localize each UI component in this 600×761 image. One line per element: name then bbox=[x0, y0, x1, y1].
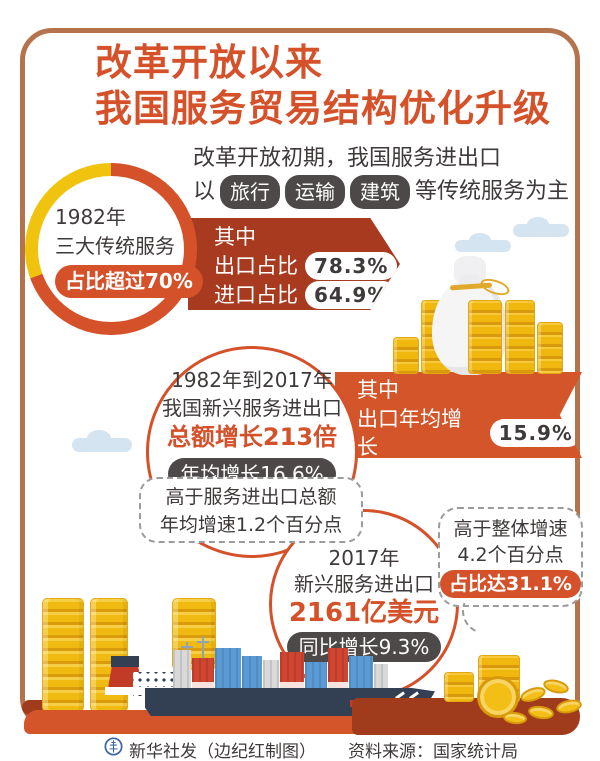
donut-subject: 三大传统服务 bbox=[55, 234, 175, 258]
footer-credits: 新华社发（边纪红制图） 资料来源：国家统计局 bbox=[0, 736, 600, 761]
cargo-container bbox=[305, 662, 327, 690]
cloud-icon bbox=[455, 233, 511, 252]
note1-line2: 年均增速1.2个百分点 bbox=[159, 514, 343, 536]
circle2-line1: 1982年到2017年 bbox=[171, 368, 333, 392]
cargo-container bbox=[242, 656, 262, 690]
export-share-label: 出口占比 bbox=[214, 254, 298, 278]
coin-stack bbox=[444, 672, 474, 702]
xinhua-logo-icon bbox=[104, 737, 123, 756]
circle3-highlight: 2161亿美元 bbox=[288, 598, 440, 628]
ship-mast-crossbar bbox=[181, 646, 193, 648]
coin-stack bbox=[505, 300, 535, 374]
ribbon1-heading: 其中 bbox=[214, 225, 256, 249]
intro-line-1: 改革开放初期，我国服务进出口 bbox=[193, 146, 502, 171]
note1-line1: 高于服务进出口总额 bbox=[165, 486, 337, 508]
page-title: 改革开放以来 我国服务贸易结构优化升级 bbox=[95, 40, 551, 132]
cargo-container bbox=[192, 658, 214, 690]
tag-travel: 旅行 bbox=[220, 175, 281, 209]
cloud-icon bbox=[72, 430, 132, 452]
agency-credit: 新华社发（边纪红制图） bbox=[129, 742, 316, 761]
tag-construction: 建筑 bbox=[350, 175, 411, 209]
note2-badge: 占比达31.1% bbox=[440, 570, 581, 598]
title-line-2: 我国服务贸易结构优化升级 bbox=[95, 86, 551, 130]
title-line-1: 改革开放以来 bbox=[95, 41, 323, 84]
ribbon1-row-import: 进口占比 64.9% bbox=[214, 281, 400, 309]
note2-line2: 4.2个百分点 bbox=[457, 544, 564, 566]
circle3-line2: 新兴服务进出口 bbox=[294, 572, 434, 596]
export-growth-label: 出口年均增长 bbox=[357, 407, 462, 459]
ship-deck-band bbox=[105, 687, 173, 695]
donut-year: 1982年 bbox=[55, 205, 126, 229]
donut-chart-1982-traditional-share: 1982年 三大传统服务 占比超过70% bbox=[25, 163, 203, 335]
ribbon-growth-rates: 其中 出口年均增长 15.9% 进口年均增长 16.3% bbox=[335, 372, 582, 458]
cargo-container bbox=[263, 660, 279, 690]
data-source: 资料来源：国家统计局 bbox=[348, 742, 518, 761]
coin-stack bbox=[393, 337, 419, 374]
container-row bbox=[173, 648, 388, 690]
cargo-container bbox=[349, 656, 373, 690]
note2-line1: 高于整体增速 bbox=[453, 518, 568, 540]
ribbon-1982-shares: 其中 出口占比 78.3% 进口占比 64.9% bbox=[188, 218, 400, 310]
note-overall-comparison: 高于整体增速 4.2个百分点 占比达31.1% bbox=[438, 507, 583, 607]
cargo-container bbox=[374, 664, 388, 690]
intro-line-2: 以 旅行 运输 建筑 等传统服务为主 bbox=[193, 175, 569, 209]
cargo-container bbox=[328, 648, 348, 690]
ship-funnel-cap bbox=[111, 656, 139, 667]
circle3-line1: 2017年 bbox=[328, 546, 400, 570]
circle2-highlight: 总额增长213倍 bbox=[166, 423, 338, 451]
import-share-label: 进口占比 bbox=[214, 283, 298, 307]
tag-transport: 运输 bbox=[285, 175, 346, 209]
circle2-line2: 我国新兴服务进出口 bbox=[162, 396, 342, 420]
stat-circle-1982-2017: 1982年到2017年 我国新兴服务进出口 总额增长213倍 年均增长16.6% bbox=[146, 346, 358, 558]
donut-badge: 占比超过70% bbox=[55, 265, 203, 298]
coin-tower bbox=[42, 598, 84, 712]
cargo-container bbox=[173, 650, 191, 690]
coin-stack bbox=[537, 322, 563, 374]
ribbon2-heading: 其中 bbox=[357, 378, 399, 402]
export-share-value: 78.3% bbox=[305, 252, 398, 280]
intro-suffix: 等传统服务为主 bbox=[415, 179, 570, 204]
donut-label: 1982年 三大传统服务 占比超过70% bbox=[55, 203, 203, 298]
cargo-container bbox=[280, 652, 304, 690]
note-growth-comparison: 高于服务进出口总额 年均增速1.2个百分点 bbox=[139, 477, 363, 543]
cargo-container bbox=[215, 648, 241, 690]
intro-prefix: 以 bbox=[193, 179, 216, 204]
ribbon1-row-export: 出口占比 78.3% bbox=[214, 252, 400, 280]
ribbon2-row-export: 出口年均增长 15.9% bbox=[357, 405, 582, 459]
ship-mast-crossbar bbox=[197, 641, 209, 643]
intro-text: 改革开放初期，我国服务进出口 以 旅行 运输 建筑 等传统服务为主 bbox=[193, 143, 569, 209]
cloud-icon bbox=[513, 216, 569, 237]
coin-stack bbox=[468, 300, 502, 374]
